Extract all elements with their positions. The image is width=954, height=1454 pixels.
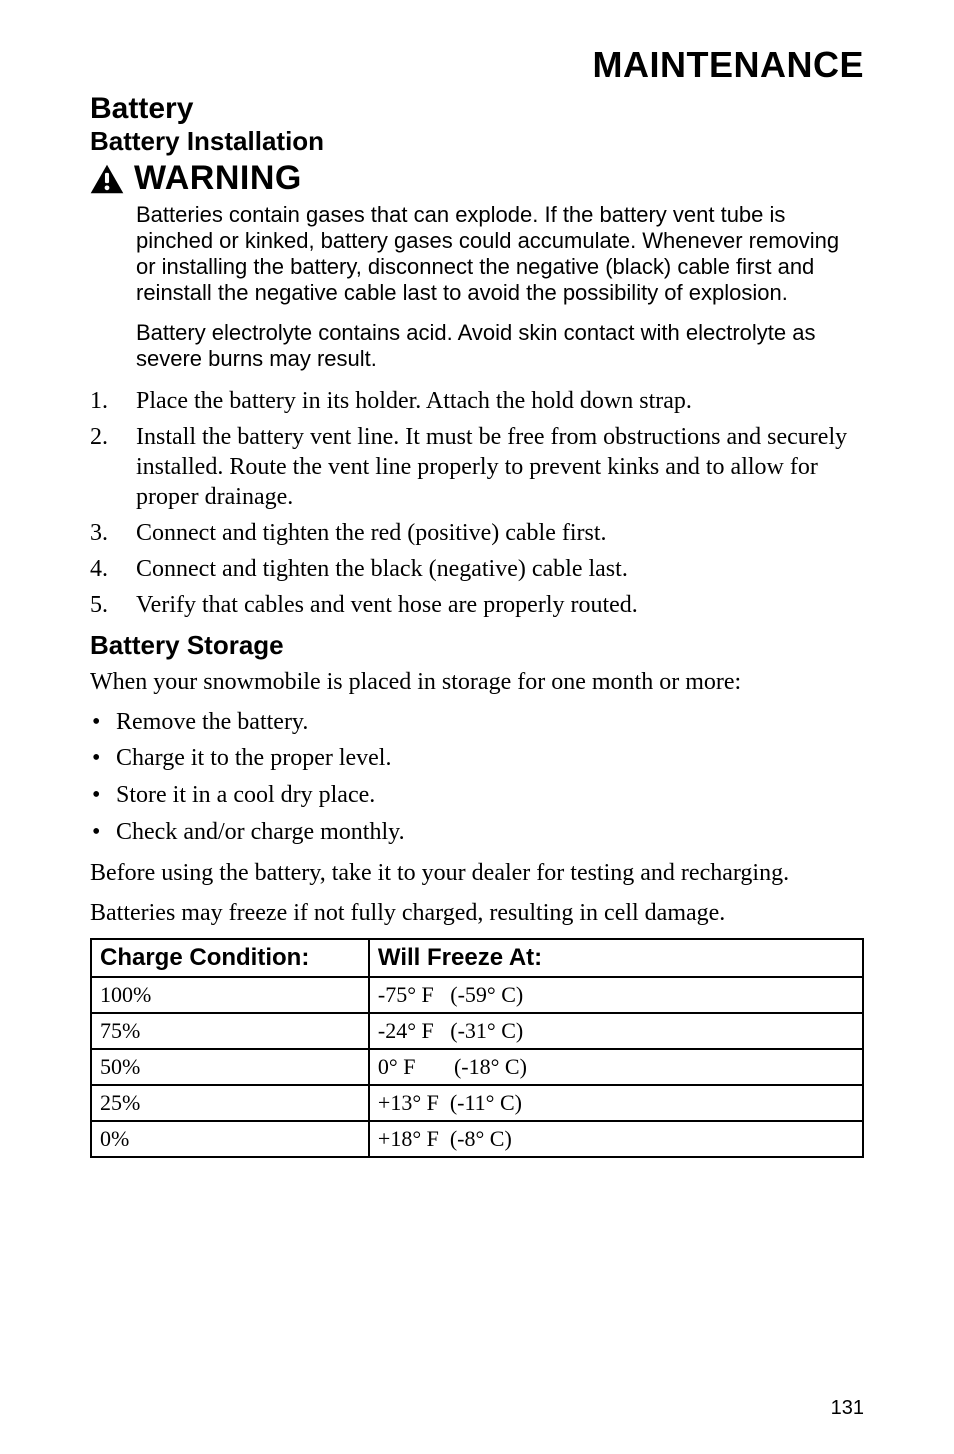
battery-heading: Battery [90,92,864,126]
storage-intro: When your snowmobile is placed in storag… [90,667,864,697]
storage-after-1: Before using the battery, take it to you… [90,858,864,888]
bullet-item: Charge it to the proper level. [90,743,864,774]
page-title: MAINTENANCE [90,44,864,86]
table-row: 0% +18° F (-8° C) [91,1121,863,1157]
page-number: 131 [831,1397,864,1420]
cell-freeze: -24° F (-31° C) [369,1013,863,1049]
bullet-item: Store it in a cool dry place. [90,780,864,811]
storage-after-2: Batteries may freeze if not fully charge… [90,898,864,928]
battery-storage-heading: Battery Storage [90,630,864,661]
warning-triangle-icon [90,164,124,194]
page: MAINTENANCE Battery Battery Installation… [0,0,954,1454]
warning-label: WARNING [134,159,302,198]
table-row: 100% -75° F (-59° C) [91,977,863,1013]
step-item: Place the battery in its holder. Attach … [90,386,864,416]
freeze-table: Charge Condition: Will Freeze At: 100% -… [90,938,864,1158]
bullet-item: Check and/or charge monthly. [90,817,864,848]
cell-charge: 100% [91,977,369,1013]
warning-para-1: Batteries contain gases that can explode… [136,202,858,306]
table-header-charge: Charge Condition: [91,939,369,977]
cell-charge: 25% [91,1085,369,1121]
warning-row: WARNING [90,159,864,198]
step-item: Connect and tighten the black (negative)… [90,554,864,584]
step-item: Install the battery vent line. It must b… [90,422,864,512]
cell-charge: 75% [91,1013,369,1049]
step-item: Connect and tighten the red (positive) c… [90,518,864,548]
installation-steps: Place the battery in its holder. Attach … [90,386,864,620]
storage-bullets: Remove the battery. Charge it to the pro… [90,707,864,848]
table-row: 25% +13° F (-11° C) [91,1085,863,1121]
cell-freeze: +13° F (-11° C) [369,1085,863,1121]
table-header-row: Charge Condition: Will Freeze At: [91,939,863,977]
cell-freeze: -75° F (-59° C) [369,977,863,1013]
cell-freeze: 0° F (-18° C) [369,1049,863,1085]
battery-installation-heading: Battery Installation [90,126,864,157]
warning-para-2: Battery electrolyte contains acid. Avoid… [136,320,858,372]
table-row: 50% 0° F (-18° C) [91,1049,863,1085]
cell-freeze: +18° F (-8° C) [369,1121,863,1157]
warning-body: Batteries contain gases that can explode… [136,202,858,372]
cell-charge: 50% [91,1049,369,1085]
cell-charge: 0% [91,1121,369,1157]
table-row: 75% -24° F (-31° C) [91,1013,863,1049]
step-item: Verify that cables and vent hose are pro… [90,590,864,620]
bullet-item: Remove the battery. [90,707,864,738]
table-header-freeze: Will Freeze At: [369,939,863,977]
